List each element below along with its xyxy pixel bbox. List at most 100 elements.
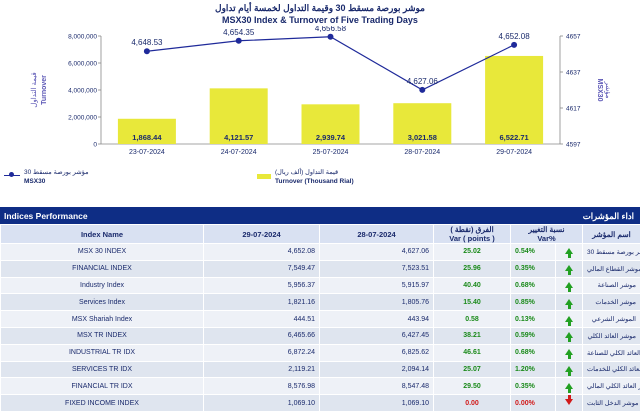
cell-index-name-arabic: موشر العائد الكلي المالي bbox=[582, 377, 640, 396]
cell-index-name-arabic: الموشر الشرعي bbox=[582, 310, 640, 328]
left-tick-label: 0 bbox=[93, 142, 97, 149]
cell-var-percent: 0.00% bbox=[510, 394, 556, 412]
cell-date-2-value: 2,094.14 bbox=[319, 360, 434, 379]
msx30-point bbox=[419, 86, 426, 93]
right-axis-title-arabic: مؤشر bbox=[604, 80, 611, 98]
cell-date-1-value: 8,576.98 bbox=[203, 377, 320, 396]
msx30-line bbox=[146, 36, 515, 91]
msx30-point-label: 4,654.35 bbox=[223, 28, 255, 37]
combo-chart: 0 2,000,000 4,000,000 6,000,000 8,000,000 459… bbox=[30, 26, 611, 156]
cell-index-name: Services Index bbox=[0, 293, 204, 312]
x-tick-label: 28-07-2024 bbox=[404, 149, 440, 156]
table-row: SERVICES TR IDX 2,119.21 2,094.14 25.07 1.20… bbox=[0, 360, 640, 379]
right-tick-label: 4657 bbox=[566, 34, 581, 41]
cell-date-1-value: 6,872.24 bbox=[203, 343, 320, 362]
turnover-bar bbox=[209, 88, 268, 144]
cell-date-1-value: 5,956.37 bbox=[203, 276, 320, 295]
cell-index-name-arabic: موشر الصناعة bbox=[582, 276, 640, 295]
x-tick-label: 25-07-2024 bbox=[313, 149, 349, 156]
cell-index-name: Industry Index bbox=[0, 276, 204, 295]
table-row: FINANCIAL INDEX 7,549.47 7,523.51 25.96 0.35… bbox=[0, 259, 640, 278]
legend-turnover: Turnover (Thousand Rial) bbox=[275, 178, 354, 185]
cell-var-percent: 0.68% bbox=[510, 343, 556, 362]
cell-var-percent: 0.54% bbox=[510, 243, 556, 261]
cell-direction bbox=[555, 394, 583, 412]
col-date-2: 28-07-2024 bbox=[319, 224, 434, 244]
table-row: INDUSTRIAL TR IDX 6,872.24 6,825.62 46.61 0.… bbox=[0, 343, 640, 362]
arrow-up-icon bbox=[565, 265, 573, 276]
turnover-bar bbox=[485, 55, 544, 144]
cell-direction bbox=[555, 243, 583, 261]
cell-index-name-arabic: موشر العائد الكلي للخدمات bbox=[582, 360, 640, 379]
cell-date-2-value: 4,627.06 bbox=[319, 243, 434, 261]
cell-index-name: FIXED INCOME INDEX bbox=[0, 394, 204, 412]
right-axis-title: MSX30 bbox=[596, 79, 603, 102]
cell-var-percent: 0.85% bbox=[510, 293, 556, 312]
msx30-point bbox=[511, 41, 518, 48]
msx30-point-label: 4,627.06 bbox=[407, 77, 439, 86]
legend-turnover-arabic: قيمة التداول (ألف ريال) bbox=[275, 169, 339, 176]
msx30-point bbox=[235, 37, 242, 44]
turnover-bar-label: 2,939.74 bbox=[316, 133, 346, 142]
cell-date-2-value: 5,915.97 bbox=[319, 276, 434, 295]
col-pct-english: Var% bbox=[537, 234, 556, 243]
cell-var-points: 29.50 bbox=[433, 377, 511, 396]
chart-panel: موشر بورصة مسقط 30 وقيمة التداول لخمسة أ… bbox=[0, 0, 640, 200]
arrow-up-icon bbox=[565, 365, 573, 376]
cell-direction bbox=[555, 343, 583, 362]
turnover-bar bbox=[117, 118, 176, 144]
cell-var-percent: 0.68% bbox=[510, 276, 556, 295]
cell-date-2-value: 8,547.48 bbox=[319, 377, 434, 396]
msx30-point-label: 4,656.58 bbox=[315, 26, 347, 33]
cell-index-name-arabic: موشر بورصة مسقط 30 bbox=[582, 243, 640, 261]
cell-index-name: SERVICES TR IDX bbox=[0, 360, 204, 379]
cell-direction bbox=[555, 259, 583, 278]
turnover-bar-label: 1,868.44 bbox=[132, 133, 162, 142]
turnover-bar bbox=[393, 103, 452, 144]
cell-var-percent: 1.20% bbox=[510, 360, 556, 379]
cell-date-1-value: 1,069.10 bbox=[203, 394, 320, 412]
left-tick-label: 2,000,000 bbox=[68, 115, 97, 122]
cell-var-percent: 0.35% bbox=[510, 377, 556, 396]
arrow-up-icon bbox=[565, 298, 573, 309]
cell-date-2-value: 443.94 bbox=[319, 310, 434, 328]
turnover-bar-label: 6,522.71 bbox=[499, 133, 528, 142]
turnover-bar-label: 3,021.58 bbox=[408, 133, 437, 142]
arrow-up-icon bbox=[565, 248, 573, 259]
chart-title-arabic: موشر بورصة مسقط 30 وقيمة التداول لخمسة أ… bbox=[215, 3, 425, 13]
cell-date-1-value: 2,119.21 bbox=[203, 360, 320, 379]
cell-var-percent: 0.59% bbox=[510, 326, 556, 345]
x-tick-label: 23-07-2024 bbox=[129, 149, 165, 156]
cell-date-1-value: 444.51 bbox=[203, 310, 320, 328]
turnover-bar-label: 4,121.57 bbox=[224, 133, 253, 142]
indices-table: Index Name 29-07-2024 28-07-2024 الفرق (… bbox=[0, 224, 640, 412]
cell-index-name: MSX 30 INDEX bbox=[0, 243, 204, 261]
cell-index-name-arabic: موشر القطاع المالي bbox=[582, 259, 640, 278]
cell-direction bbox=[555, 360, 583, 379]
chart-title: MSX30 Index & Turnover of Five Trading D… bbox=[222, 15, 418, 25]
cell-index-name-arabic: موشر العائد الكلي للصناعة bbox=[582, 343, 640, 362]
cell-var-points: 38.21 bbox=[433, 326, 511, 345]
legend-index-arabic: مؤشر بورصة مسقط 30 bbox=[24, 169, 89, 176]
cell-direction bbox=[555, 276, 583, 295]
cell-direction bbox=[555, 377, 583, 396]
cell-var-points: 46.61 bbox=[433, 343, 511, 362]
table-row: Industry Index 5,956.37 5,915.97 40.40 0.68%… bbox=[0, 276, 640, 295]
cell-date-2-value: 6,427.45 bbox=[319, 326, 434, 345]
cell-var-points: 25.96 bbox=[433, 259, 511, 278]
x-tick-label: 24-07-2024 bbox=[221, 149, 257, 156]
arrow-up-icon bbox=[565, 382, 573, 393]
cell-date-2-value: 6,825.62 bbox=[319, 343, 434, 362]
cell-date-1-value: 1,821.16 bbox=[203, 293, 320, 312]
col-var: الفرق (نقطة ) Var ( points ) bbox=[433, 224, 511, 244]
x-tick-label: 29-07-2024 bbox=[496, 149, 532, 156]
cell-direction bbox=[555, 293, 583, 312]
msx30-point bbox=[327, 33, 334, 40]
table-row: FIXED INCOME INDEX 1,069.10 1,069.10 0.00 0.… bbox=[0, 394, 640, 412]
section-title-arabic: اداء المؤشرات bbox=[582, 211, 634, 221]
cell-date-2-value: 1,805.76 bbox=[319, 293, 434, 312]
left-tick-label: 4,000,000 bbox=[68, 88, 97, 95]
cell-index-name: INDUSTRIAL TR IDX bbox=[0, 343, 204, 362]
col-date-1: 29-07-2024 bbox=[203, 224, 320, 244]
